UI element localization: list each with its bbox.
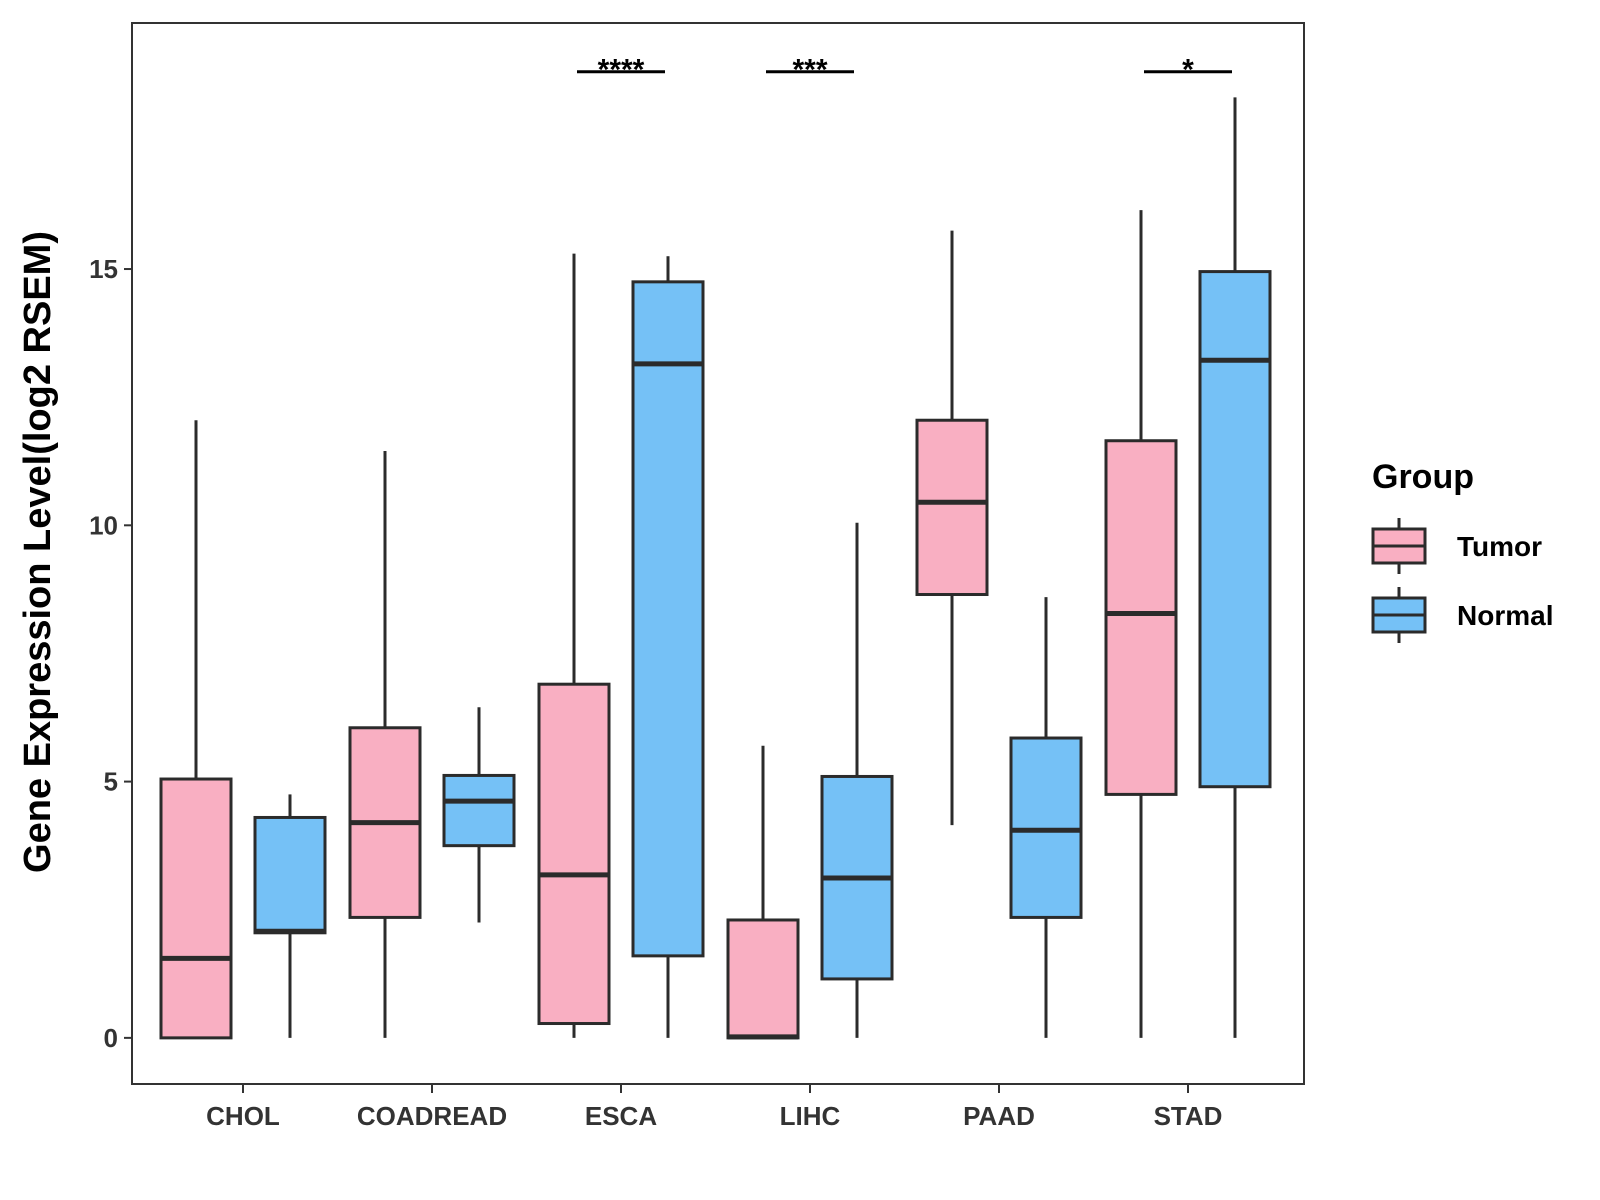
box-tumor-paad <box>915 230 989 826</box>
significance-annotations: **** *** * <box>577 54 1232 87</box>
annotation-lihc: *** <box>766 54 854 87</box>
legend-item-normal: Normal <box>1371 587 1553 643</box>
y-tick-label: 10 <box>89 510 118 540</box>
series-normal <box>253 97 1272 1038</box>
y-tick-label: 5 <box>104 767 118 797</box>
significance-label: * <box>1182 54 1194 87</box>
annotation-stad: * <box>1144 54 1232 87</box>
box-body <box>1009 736 1083 919</box>
series-tumor <box>159 210 1178 1040</box>
box-body <box>726 918 800 1040</box>
box-normal-lihc <box>820 522 894 1038</box>
box-body <box>631 280 705 958</box>
annotation-esca: **** <box>577 54 665 87</box>
box-body <box>159 777 233 1040</box>
box-normal-coadread <box>442 707 516 923</box>
x-axis: CHOL COADREAD ESCA LIHC PAAD STAD <box>206 1084 1222 1131</box>
x-tick-label: PAAD <box>963 1101 1035 1131</box>
box-normal-stad <box>1198 97 1272 1038</box>
y-axis: 0 5 10 15 <box>89 254 132 1053</box>
x-tick-label: COADREAD <box>357 1101 507 1131</box>
box-normal-paad <box>1009 597 1083 1038</box>
box-tumor-esca <box>537 253 611 1038</box>
legend-item-tumor: Tumor <box>1371 518 1542 574</box>
box-tumor-chol <box>159 420 233 1040</box>
box-body <box>915 418 989 597</box>
x-tick-label: ESCA <box>585 1101 657 1131</box>
box-series <box>159 97 1272 1040</box>
box-body <box>537 682 611 1026</box>
box-body <box>1104 439 1178 796</box>
x-tick-label: LIHC <box>780 1101 841 1131</box>
significance-label: **** <box>598 54 645 87</box>
box-normal-esca <box>631 256 705 1038</box>
x-tick-label: STAD <box>1154 1101 1223 1131</box>
box-tumor-stad <box>1104 210 1178 1038</box>
box-body <box>1198 270 1272 789</box>
legend-title: Group <box>1372 458 1474 496</box>
box-normal-chol <box>253 794 327 1038</box>
legend: Group Tumor Normal <box>1371 458 1553 643</box>
box-body <box>442 773 516 848</box>
box-tumor-coadread <box>348 450 422 1038</box>
y-axis-title: Gene Expression Level(log2 RSEM) <box>17 231 59 873</box>
legend-label: Normal <box>1457 600 1553 631</box>
legend-label: Tumor <box>1457 531 1542 562</box>
box-body <box>253 815 327 935</box>
y-tick-label: 15 <box>89 254 118 284</box>
x-tick-label: CHOL <box>206 1101 280 1131</box>
y-tick-label: 0 <box>104 1023 118 1053</box>
significance-label: *** <box>792 54 827 87</box>
box-tumor-lihc <box>726 745 800 1040</box>
